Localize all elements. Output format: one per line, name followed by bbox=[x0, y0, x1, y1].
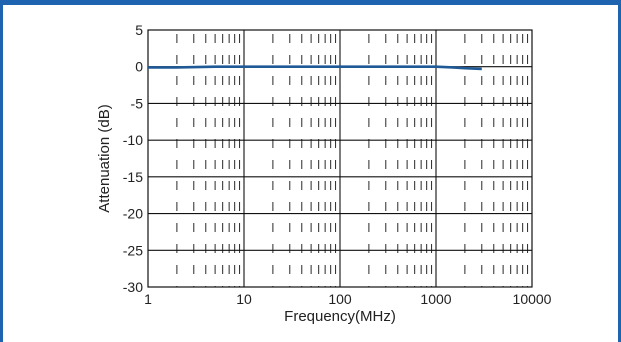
y-tick-label: -20 bbox=[123, 206, 143, 222]
plot-area-border bbox=[147, 29, 533, 288]
x-axis-title: Frequency(MHz) bbox=[284, 308, 396, 325]
y-tick-labels: 5 0 -5 -10 -15 -20 -25 -30 bbox=[123, 22, 143, 295]
y-tick-label: -15 bbox=[123, 169, 143, 185]
x-tick-label: 100 bbox=[328, 291, 352, 307]
y-tick-label: -25 bbox=[123, 242, 143, 258]
x-tick-label: 10 bbox=[236, 291, 252, 307]
series-group bbox=[148, 65, 482, 71]
y-tick-label: -5 bbox=[131, 95, 144, 111]
x-tick-label: 1000 bbox=[420, 291, 451, 307]
x-tick-label: 10000 bbox=[513, 291, 552, 307]
frame-top-border bbox=[0, 0, 621, 5]
y-axis-title: Attenuation (dB) bbox=[96, 104, 113, 212]
x-tick-labels: 1 10 100 1000 10000 bbox=[144, 291, 552, 307]
y-tick-label: 5 bbox=[135, 22, 143, 38]
frame-right-border bbox=[618, 0, 621, 342]
x-tick-label: 1 bbox=[144, 291, 152, 307]
major-grid bbox=[148, 30, 532, 287]
y-tick-label: 0 bbox=[135, 59, 143, 75]
minor-grid bbox=[176, 30, 529, 287]
y-tick-label: -10 bbox=[123, 132, 143, 148]
series-line bbox=[148, 65, 482, 71]
frame-left-border bbox=[0, 0, 3, 342]
y-tick-label: -30 bbox=[123, 279, 143, 295]
